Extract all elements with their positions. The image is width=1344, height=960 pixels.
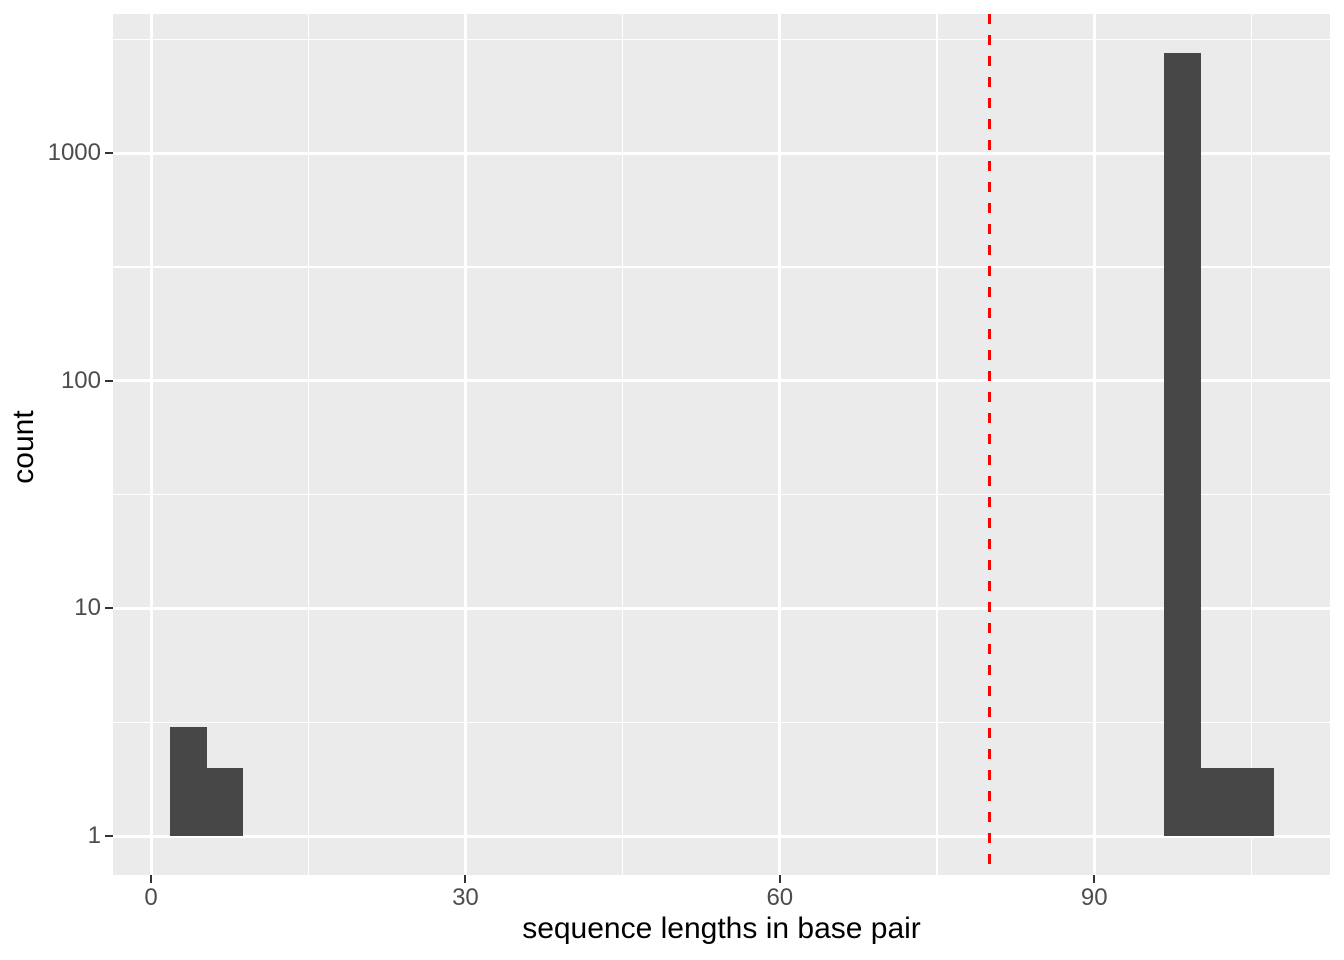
grid-minor-y [113,493,1330,496]
grid-major-x [463,14,467,875]
grid-minor-y [113,38,1330,40]
grid-major-y [113,379,1330,383]
grid-major-y [113,151,1330,155]
x-tick [464,875,467,883]
histogram-bar [1237,767,1275,837]
histogram-bar [1201,767,1238,837]
x-axis-title: sequence lengths in base pair [522,912,921,945]
x-tick [150,875,153,883]
grid-minor-x [936,14,938,875]
grid-major-x [778,14,782,875]
y-tick-label: 10 [74,594,101,622]
grid-minor-y [113,266,1330,268]
y-tick [105,379,113,382]
x-tick [1093,875,1096,883]
grid-minor-y [113,721,1330,723]
grid-major-x [1092,14,1096,875]
histogram-bar [206,767,244,837]
threshold-vline [987,14,991,875]
y-tick [105,835,113,838]
x-tick-label: 0 [144,884,158,911]
histogram-bar [1164,53,1202,837]
histogram-bar [169,727,207,837]
grid-major-y [113,834,1330,838]
y-tick-label: 100 [60,366,101,394]
grid-minor-x [307,14,309,875]
y-axis-title: count [7,409,40,484]
grid-minor-x [1250,14,1253,875]
x-tick-label: 30 [452,884,479,911]
y-tick-label: 1 [87,822,101,850]
y-tick [105,607,113,610]
plot-panel [113,14,1330,875]
x-tick [778,875,781,883]
y-tick-label: 1000 [47,139,101,167]
grid-minor-x [621,14,624,875]
y-tick [105,152,113,155]
x-tick-label: 60 [766,884,794,911]
x-tick-label: 90 [1080,884,1108,911]
grid-major-y [113,606,1330,610]
grid-major-x [149,14,153,875]
